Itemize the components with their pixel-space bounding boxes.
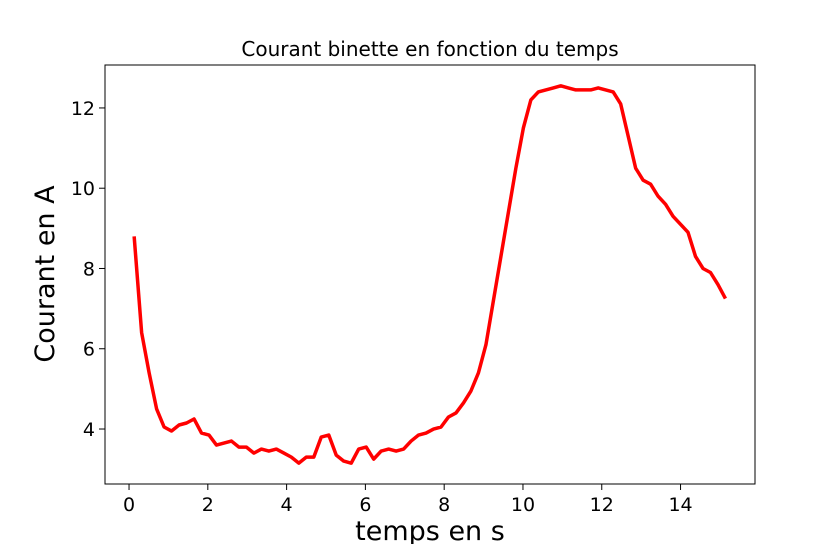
x-axis-label: temps en s <box>355 516 505 544</box>
y-tick-label: 4 <box>83 419 95 441</box>
plot-frame <box>104 64 756 485</box>
x-tick-label: 8 <box>438 494 450 516</box>
x-tick-label: 2 <box>202 494 214 516</box>
x-tick-label: 10 <box>511 494 535 516</box>
x-tick-label: 4 <box>281 494 293 516</box>
x-tick-label: 0 <box>123 494 135 516</box>
y-tick-label: 8 <box>83 258 95 280</box>
y-tick-label: 12 <box>71 98 95 120</box>
y-axis-label: Courant en A <box>30 185 61 363</box>
x-tick-label: 12 <box>590 494 614 516</box>
x-tick-label: 14 <box>668 494 692 516</box>
y-tick-label: 6 <box>83 339 95 361</box>
data-line <box>132 84 727 465</box>
y-tick-label: 10 <box>71 178 95 200</box>
x-tick-label: 6 <box>359 494 371 516</box>
chart-title: Courant binette en fonction du temps <box>241 37 618 61</box>
